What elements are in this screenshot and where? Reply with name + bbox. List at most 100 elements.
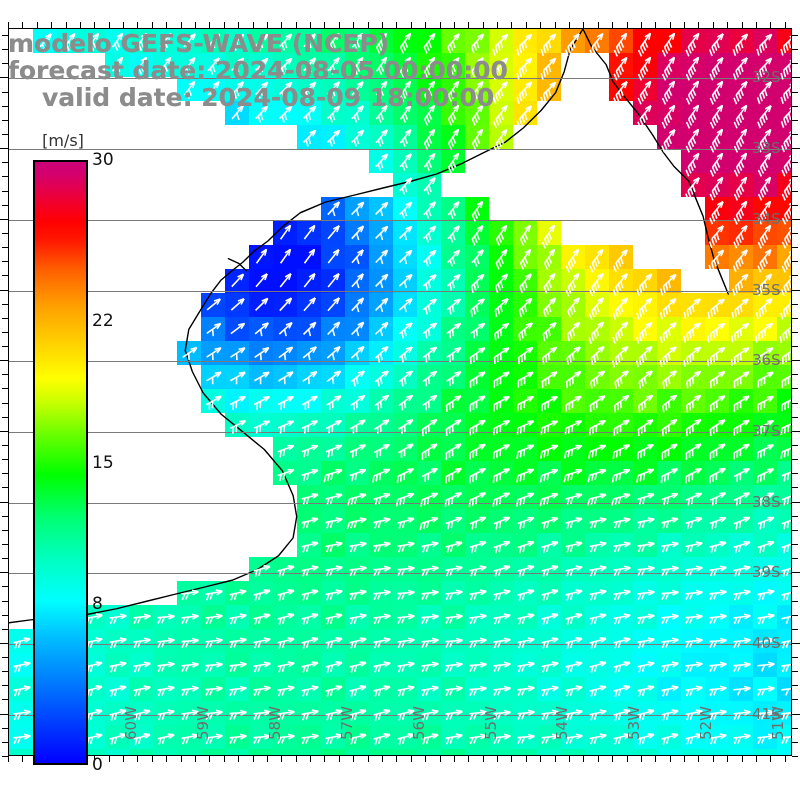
tick-bottom bbox=[785, 756, 786, 762]
lat-label: 33S bbox=[752, 139, 781, 158]
tick-bottom bbox=[396, 756, 397, 762]
tick-right bbox=[792, 459, 798, 460]
tick-left bbox=[0, 219, 8, 220]
tick-bottom bbox=[353, 756, 354, 762]
colorbar-unit-label: [m/s] bbox=[42, 131, 84, 150]
lat-label: 34S bbox=[752, 209, 781, 228]
colorbar-tick-15: 15 bbox=[92, 452, 114, 473]
tick-bottom bbox=[598, 756, 599, 762]
tick-bottom bbox=[698, 756, 699, 762]
tick-right bbox=[792, 473, 798, 474]
tick-right bbox=[792, 63, 798, 64]
tick-bottom bbox=[655, 756, 656, 762]
tick-bottom bbox=[583, 756, 584, 762]
tick-right bbox=[792, 205, 798, 206]
tick-right bbox=[792, 388, 798, 389]
tick-right bbox=[792, 544, 798, 545]
tick-right bbox=[792, 445, 798, 446]
colorbar-tick-8: 8 bbox=[92, 593, 103, 614]
tick-bottom bbox=[641, 756, 642, 762]
tick-right bbox=[792, 601, 798, 602]
tick-right bbox=[792, 572, 800, 573]
tick-left bbox=[0, 360, 8, 361]
tick-bottom bbox=[411, 756, 412, 762]
lon-label: 60W bbox=[121, 706, 140, 740]
tick-left bbox=[0, 431, 8, 432]
tick-bottom bbox=[440, 756, 441, 762]
tick-right bbox=[792, 304, 798, 305]
tick-right bbox=[792, 162, 798, 163]
tick-right bbox=[792, 558, 798, 559]
tick-right bbox=[792, 756, 798, 757]
tick-right bbox=[792, 360, 800, 361]
lat-label: 32S bbox=[752, 68, 781, 87]
lat-label: 39S bbox=[752, 563, 781, 582]
map-canvas-area bbox=[9, 29, 791, 755]
tick-right bbox=[792, 148, 800, 149]
tick-right bbox=[792, 191, 798, 192]
tick-right bbox=[792, 219, 800, 220]
tick-right bbox=[792, 92, 798, 93]
tick-right bbox=[792, 77, 800, 78]
tick-right bbox=[792, 530, 798, 531]
tick-bottom bbox=[425, 756, 426, 762]
tick-right bbox=[792, 699, 798, 700]
tick-right bbox=[792, 431, 800, 432]
tick-right bbox=[792, 106, 798, 107]
tick-right bbox=[792, 487, 798, 488]
tick-right bbox=[792, 49, 798, 50]
colorbar-tick-30: 30 bbox=[92, 150, 114, 170]
tick-right bbox=[792, 742, 798, 743]
tick-bottom bbox=[253, 756, 254, 762]
lon-label: 57W bbox=[337, 706, 356, 740]
tick-bottom bbox=[526, 756, 527, 762]
tick-right bbox=[792, 516, 798, 517]
tick-bottom bbox=[770, 756, 771, 762]
lon-label: 51W bbox=[769, 706, 788, 740]
tick-right bbox=[792, 247, 798, 248]
tick-bottom bbox=[382, 756, 383, 762]
tick-bottom bbox=[281, 756, 282, 762]
wind-barbs-overlay bbox=[9, 29, 791, 755]
lon-label: 58W bbox=[265, 706, 284, 740]
tick-bottom bbox=[109, 756, 110, 762]
colorbar-tick-22: 22 bbox=[92, 311, 114, 332]
tick-bottom bbox=[540, 756, 541, 762]
tick-bottom bbox=[209, 756, 210, 762]
tick-bottom bbox=[670, 756, 671, 762]
tick-right bbox=[792, 374, 798, 375]
tick-right bbox=[792, 290, 800, 291]
tick-left bbox=[2, 756, 8, 757]
tick-right bbox=[792, 233, 798, 234]
tick-bottom bbox=[483, 756, 484, 762]
tick-bottom bbox=[612, 756, 613, 762]
tick-left bbox=[0, 643, 8, 644]
tick-bottom bbox=[368, 756, 369, 762]
tick-bottom bbox=[195, 756, 196, 762]
tick-bottom bbox=[742, 756, 743, 762]
tick-bottom bbox=[22, 756, 23, 762]
tick-right bbox=[792, 35, 798, 36]
lat-label: 36S bbox=[752, 351, 781, 370]
tick-left bbox=[0, 502, 8, 503]
tick-bottom bbox=[181, 756, 182, 762]
tick-right bbox=[792, 134, 798, 135]
tick-bottom bbox=[8, 756, 9, 762]
tick-right bbox=[792, 120, 798, 121]
tick-bottom bbox=[713, 756, 714, 762]
tick-bottom bbox=[555, 756, 556, 762]
tick-bottom bbox=[224, 756, 225, 762]
tick-right bbox=[792, 502, 800, 503]
tick-right bbox=[792, 728, 798, 729]
tick-left bbox=[0, 714, 8, 715]
tick-bottom bbox=[727, 756, 728, 762]
tick-right bbox=[792, 657, 798, 658]
map-frame bbox=[8, 28, 792, 756]
tick-bottom bbox=[684, 756, 685, 762]
tick-right bbox=[792, 643, 800, 644]
tick-bottom bbox=[310, 756, 311, 762]
lon-label: 59W bbox=[193, 706, 212, 740]
colorbar-tick-0: 0 bbox=[92, 755, 103, 775]
tick-bottom bbox=[152, 756, 153, 762]
lat-label: 37S bbox=[752, 421, 781, 440]
